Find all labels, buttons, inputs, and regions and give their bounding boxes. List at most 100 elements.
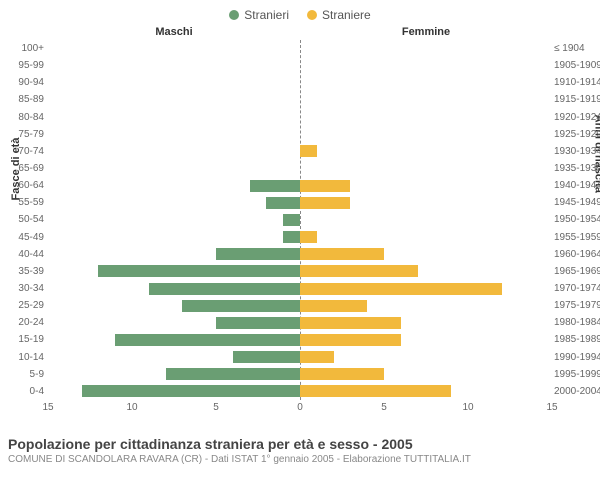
male-bar [216, 248, 300, 260]
male-half [48, 280, 300, 297]
chart-title: Popolazione per cittadinanza straniera p… [8, 436, 592, 452]
birth-label: 1970-1974 [554, 283, 600, 294]
female-bar [300, 231, 317, 243]
female-half [300, 143, 552, 160]
birth-label: 2000-2004 [554, 386, 600, 397]
female-bar [300, 351, 334, 363]
male-half [48, 314, 300, 331]
male-half [48, 331, 300, 348]
age-label: 75-79 [8, 129, 44, 140]
male-half [48, 297, 300, 314]
chart-row: 80-841920-1924 [48, 109, 552, 126]
female-bar [300, 283, 502, 295]
female-half [300, 91, 552, 108]
female-half [300, 246, 552, 263]
female-half [300, 40, 552, 57]
x-tick: 5 [213, 402, 219, 413]
age-label: 5-9 [8, 369, 44, 380]
age-label: 45-49 [8, 232, 44, 243]
female-bar [300, 145, 317, 157]
pyramid-chart: Fasce di età Anni di nascita Maschi Femm… [48, 26, 552, 426]
birth-label: 1960-1964 [554, 249, 600, 260]
legend: Stranieri Straniere [8, 8, 592, 22]
legend-swatch-female [307, 10, 317, 20]
birth-label: 1935-1939 [554, 163, 600, 174]
chart-row: 10-141990-1994 [48, 349, 552, 366]
female-half [300, 263, 552, 280]
female-bar [300, 300, 367, 312]
chart-row: 100+≤ 1904 [48, 40, 552, 57]
chart-row: 40-441960-1964 [48, 246, 552, 263]
age-label: 35-39 [8, 266, 44, 277]
male-half [48, 57, 300, 74]
female-half [300, 109, 552, 126]
age-label: 80-84 [8, 112, 44, 123]
birth-label: 1965-1969 [554, 266, 600, 277]
chart-row: 5-91995-1999 [48, 366, 552, 383]
birth-label: 1905-1909 [554, 60, 600, 71]
age-label: 15-19 [8, 334, 44, 345]
chart-row: 20-241980-1984 [48, 314, 552, 331]
age-label: 55-59 [8, 197, 44, 208]
age-label: 40-44 [8, 249, 44, 260]
male-bar [115, 334, 300, 346]
chart-row: 70-741930-1934 [48, 143, 552, 160]
birth-label: 1920-1924 [554, 112, 600, 123]
chart-subtitle: COMUNE DI SCANDOLARA RAVARA (CR) - Dati … [8, 454, 592, 465]
female-half [300, 280, 552, 297]
male-half [48, 366, 300, 383]
female-half [300, 314, 552, 331]
birth-label: 1975-1979 [554, 300, 600, 311]
birth-label: 1945-1949 [554, 197, 600, 208]
x-axis: 151050 51015 [48, 402, 552, 416]
female-bar [300, 368, 384, 380]
female-half [300, 211, 552, 228]
female-bar [300, 248, 384, 260]
age-label: 95-99 [8, 60, 44, 71]
male-bar [266, 197, 300, 209]
x-tick: 10 [126, 402, 137, 413]
male-half [48, 246, 300, 263]
chart-row: 75-791925-1929 [48, 126, 552, 143]
birth-label: 1940-1944 [554, 180, 600, 191]
chart-row: 0-42000-2004 [48, 383, 552, 400]
x-axis-left: 151050 [48, 402, 300, 416]
age-label: 90-94 [8, 77, 44, 88]
birth-label: 1955-1959 [554, 232, 600, 243]
birth-label: 1930-1934 [554, 146, 600, 157]
male-bar [166, 368, 300, 380]
age-label: 60-64 [8, 180, 44, 191]
male-bar [233, 351, 300, 363]
male-bar [98, 265, 300, 277]
female-half [300, 297, 552, 314]
chart-row: 45-491955-1959 [48, 229, 552, 246]
birth-label: 1950-1954 [554, 214, 600, 225]
male-bar [283, 214, 300, 226]
male-half [48, 211, 300, 228]
chart-row: 90-941910-1914 [48, 74, 552, 91]
chart-rows: 100+≤ 190495-991905-190990-941910-191485… [48, 40, 552, 400]
age-label: 20-24 [8, 317, 44, 328]
female-half [300, 57, 552, 74]
x-tick: 15 [42, 402, 53, 413]
female-half [300, 349, 552, 366]
male-bar [182, 300, 300, 312]
birth-label: ≤ 1904 [554, 43, 600, 54]
birth-label: 1990-1994 [554, 352, 600, 363]
male-half [48, 194, 300, 211]
age-label: 85-89 [8, 94, 44, 105]
birth-label: 1980-1984 [554, 317, 600, 328]
male-half [48, 40, 300, 57]
male-half [48, 349, 300, 366]
male-half [48, 91, 300, 108]
chart-row: 35-391965-1969 [48, 263, 552, 280]
female-half [300, 194, 552, 211]
male-half [48, 177, 300, 194]
male-half [48, 383, 300, 400]
chart-row: 25-291975-1979 [48, 297, 552, 314]
chart-row: 55-591945-1949 [48, 194, 552, 211]
birth-label: 1925-1929 [554, 129, 600, 140]
male-half [48, 126, 300, 143]
female-half [300, 229, 552, 246]
male-bar [82, 385, 300, 397]
